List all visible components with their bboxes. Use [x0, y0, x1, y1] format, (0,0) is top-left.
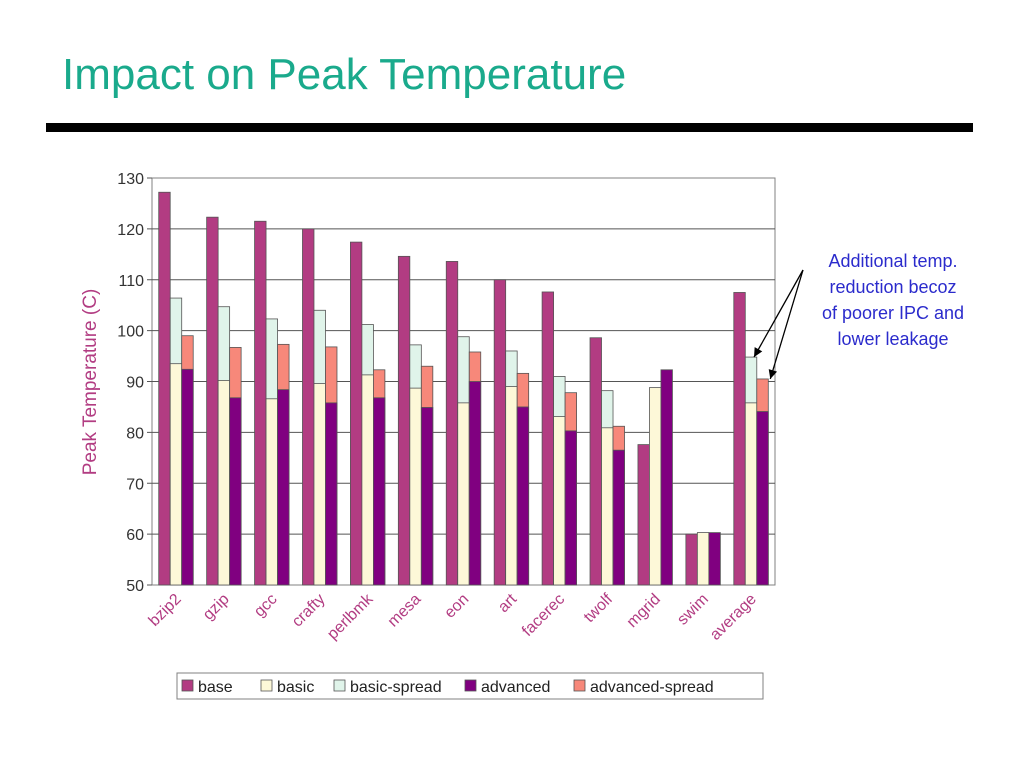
- x-tick-label: facerec: [519, 591, 568, 640]
- bar-basic: [361, 374, 374, 586]
- bar-advanced: [516, 406, 530, 586]
- x-tick-label: perlbmk: [324, 590, 377, 643]
- bar-base: [397, 255, 411, 586]
- bar-advanced: [373, 397, 386, 586]
- bar-base: [158, 191, 171, 586]
- y-tick-label: 100: [117, 324, 144, 341]
- title-rule: [46, 123, 973, 132]
- bar-basic: [744, 402, 758, 586]
- bar-basic: [265, 398, 278, 586]
- legend-label-basic-spread: basic-spread: [350, 679, 442, 696]
- legend-swatch-advanced: [464, 679, 477, 692]
- legend-label-basic: basic: [277, 679, 314, 696]
- bar-advanced: [181, 368, 194, 586]
- y-tick-label: 120: [117, 222, 144, 239]
- x-tick-label: art: [495, 590, 521, 616]
- bar-basic: [649, 387, 662, 586]
- bar-advanced: [468, 381, 482, 586]
- annotation-line: lower leakage: [837, 329, 949, 349]
- bar-base: [302, 228, 315, 586]
- x-tick-label: eon: [441, 591, 472, 622]
- y-tick-label: 90: [126, 375, 144, 392]
- bar-advanced: [229, 397, 242, 586]
- bar-advanced: [277, 389, 290, 586]
- y-tick-label: 50: [126, 578, 144, 595]
- x-tick-label: gzip: [200, 591, 233, 624]
- bar-basic: [696, 532, 710, 586]
- slide-title: Impact on Peak Temperature: [62, 50, 627, 99]
- bar-base: [493, 279, 507, 586]
- bar-base: [589, 337, 602, 586]
- legend-swatch-base: [181, 679, 194, 692]
- bar-base: [541, 291, 554, 586]
- y-tick-label: 80: [126, 425, 144, 442]
- x-tick-label: mesa: [385, 591, 425, 631]
- bar-advanced: [325, 402, 338, 586]
- y-tick-label: 130: [117, 171, 144, 188]
- bar-basic: [409, 387, 422, 586]
- legend-swatch-basic-spread: [333, 679, 346, 692]
- bar-advanced: [564, 430, 577, 586]
- bar-base: [206, 216, 219, 586]
- y-tick-label: 60: [126, 527, 144, 544]
- legend-label-base: base: [198, 679, 233, 696]
- bar-base: [637, 444, 650, 586]
- bar-base: [445, 261, 459, 586]
- annotation-line: Additional temp.: [828, 251, 958, 271]
- bar-advanced: [708, 532, 721, 586]
- x-tick-label: swim: [674, 591, 712, 629]
- bar-base: [733, 292, 746, 586]
- x-tick-label: average: [707, 591, 760, 644]
- x-tick-label: crafty: [289, 591, 329, 631]
- bar-basic: [217, 380, 231, 586]
- bar-base: [254, 220, 267, 586]
- bar-basic: [313, 383, 326, 586]
- legend-swatch-basic: [260, 679, 273, 692]
- bar-basic: [553, 416, 566, 586]
- y-tick-label: 110: [118, 273, 144, 290]
- bar-basic: [601, 427, 614, 586]
- x-tick-label: mgrid: [624, 591, 664, 631]
- bar-basic: [457, 402, 470, 586]
- bar-base: [350, 241, 363, 586]
- annotation-line: reduction becoz: [829, 277, 957, 297]
- x-tick-label: twolf: [581, 590, 617, 626]
- bar-advanced: [660, 369, 673, 586]
- x-tick-label: bzip2: [146, 591, 185, 630]
- bar-basic: [505, 386, 518, 586]
- annotation-arrow: [769, 269, 804, 380]
- bar-basic: [169, 363, 183, 586]
- y-axis-label: Peak Temperature (C): [80, 289, 101, 476]
- annotation-arrow: [753, 269, 804, 358]
- annotation-text: Additional temp. reduction becoz of poor…: [798, 248, 988, 352]
- bar-advanced: [612, 449, 625, 586]
- annotation-line: of poorer IPC and: [821, 303, 965, 323]
- legend-label-advanced: advanced: [481, 679, 550, 696]
- annotation-arrowhead: [754, 347, 763, 358]
- legend-label-advanced-spread: advanced-spread: [590, 679, 714, 696]
- bar-advanced: [420, 407, 434, 586]
- legend-swatch-advanced-spread: [573, 679, 586, 692]
- bar-base: [685, 533, 698, 586]
- bar-advanced: [756, 411, 769, 586]
- x-tick-label: gcc: [251, 591, 281, 621]
- y-tick-label: 70: [126, 476, 144, 493]
- annotation-arrowhead: [768, 369, 778, 379]
